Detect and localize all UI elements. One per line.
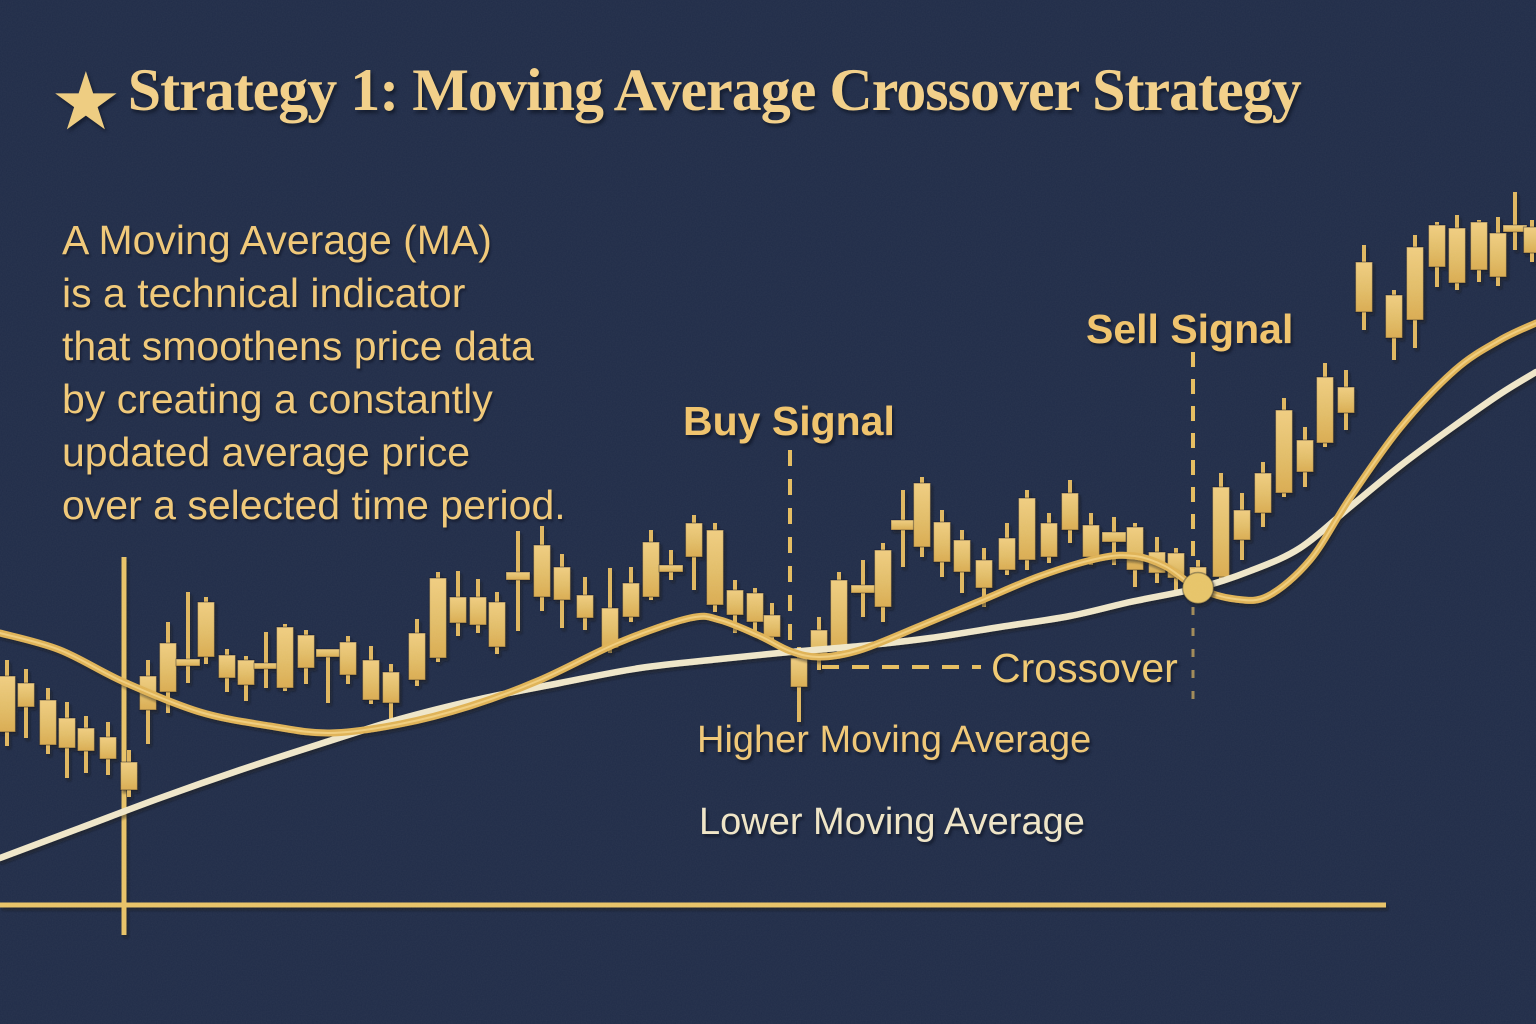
candle-body <box>196 601 216 658</box>
candle-body <box>1081 524 1101 558</box>
paragraph-line: is a technical indicator <box>62 270 466 316</box>
sell-crossover-marker <box>1181 571 1215 605</box>
candle-body <box>236 659 256 686</box>
paragraph-line: that smoothens price data <box>62 323 534 369</box>
candle-body <box>997 537 1017 571</box>
candle-body <box>1315 376 1335 444</box>
candle-body <box>16 682 36 708</box>
lower-moving-average-label: Lower Moving Average <box>699 801 1085 843</box>
candle-body <box>381 671 401 704</box>
candle-body <box>1427 224 1447 268</box>
higher-moving-average-label: Higher Moving Average <box>697 719 1092 761</box>
candle-body <box>1405 246 1425 321</box>
candle-body <box>1336 386 1356 414</box>
candle-body <box>38 699 58 746</box>
candle-body <box>932 521 952 563</box>
ma-definition-paragraph: A Moving Average (MA) is a technical ind… <box>62 214 566 532</box>
candle-doji-bar <box>658 564 684 573</box>
candle-doji-bar <box>175 658 201 667</box>
candle-body <box>448 596 468 624</box>
candle-doji-bar <box>1101 531 1127 543</box>
star-icon: ★ <box>50 55 122 148</box>
candle-body <box>98 736 118 760</box>
candle-body <box>1017 497 1037 561</box>
candle-body <box>762 614 782 638</box>
candle-body <box>1039 522 1059 558</box>
candle-doji-bar <box>253 662 279 670</box>
candle-body <box>725 589 745 616</box>
candle-body <box>1232 509 1252 541</box>
candle-body <box>0 675 17 733</box>
page-title: Strategy 1: Moving Average Crossover Str… <box>127 57 1302 123</box>
candle-body <box>684 522 704 558</box>
candle-body <box>1384 294 1404 339</box>
candle-body <box>1274 409 1294 494</box>
candle-doji-bar <box>850 584 876 594</box>
paragraph-line: by creating a constantly <box>62 376 493 422</box>
sell-signal-label: Sell Signal <box>1086 306 1294 352</box>
candle-body <box>789 657 809 688</box>
candle-body <box>1060 492 1080 531</box>
candle-body <box>428 577 448 659</box>
candle-body <box>1488 232 1508 278</box>
candle-body <box>407 632 427 681</box>
candle-doji-bar <box>890 519 916 531</box>
candle-doji-bar <box>505 571 531 581</box>
candle-body <box>361 659 381 701</box>
candle-body <box>575 594 595 619</box>
candle-body <box>275 626 295 689</box>
candle-body <box>1354 261 1374 313</box>
candle-body <box>296 634 316 669</box>
paragraph-line: A Moving Average (MA) <box>62 217 492 263</box>
buy-signal-label: Buy Signal <box>683 398 895 444</box>
candle-body <box>1253 472 1273 514</box>
candle-body <box>119 761 139 791</box>
candle-body <box>57 717 77 749</box>
candle-body <box>912 482 932 548</box>
candle-body <box>158 642 178 693</box>
candle-body <box>829 579 849 651</box>
candle-doji-bar <box>315 648 341 658</box>
candle-body <box>974 559 994 589</box>
candle-body <box>745 592 765 623</box>
crossover-label: Crossover <box>991 645 1178 691</box>
candle-body <box>705 529 725 606</box>
candle-body <box>532 544 552 598</box>
candle-body <box>217 654 237 679</box>
candle-body <box>76 727 96 752</box>
candle-body <box>552 566 572 601</box>
candle-body <box>621 582 641 618</box>
candle-body <box>1211 486 1231 578</box>
candle-body <box>468 596 488 626</box>
candle-body <box>1447 227 1467 284</box>
candle-body <box>1295 439 1315 473</box>
candle-body <box>873 549 893 608</box>
candle-body <box>641 541 661 598</box>
candle-body <box>1522 226 1536 254</box>
candle-body <box>1469 221 1489 271</box>
candle-body <box>338 641 358 676</box>
paragraph-line: over a selected time period. <box>62 482 566 528</box>
paragraph-line: updated average price <box>62 429 471 475</box>
candle-body <box>952 539 972 573</box>
candle-body <box>487 601 507 648</box>
title-row: ★ Strategy 1: Moving Average Crossover S… <box>50 55 1302 148</box>
candle-body <box>1125 526 1145 571</box>
